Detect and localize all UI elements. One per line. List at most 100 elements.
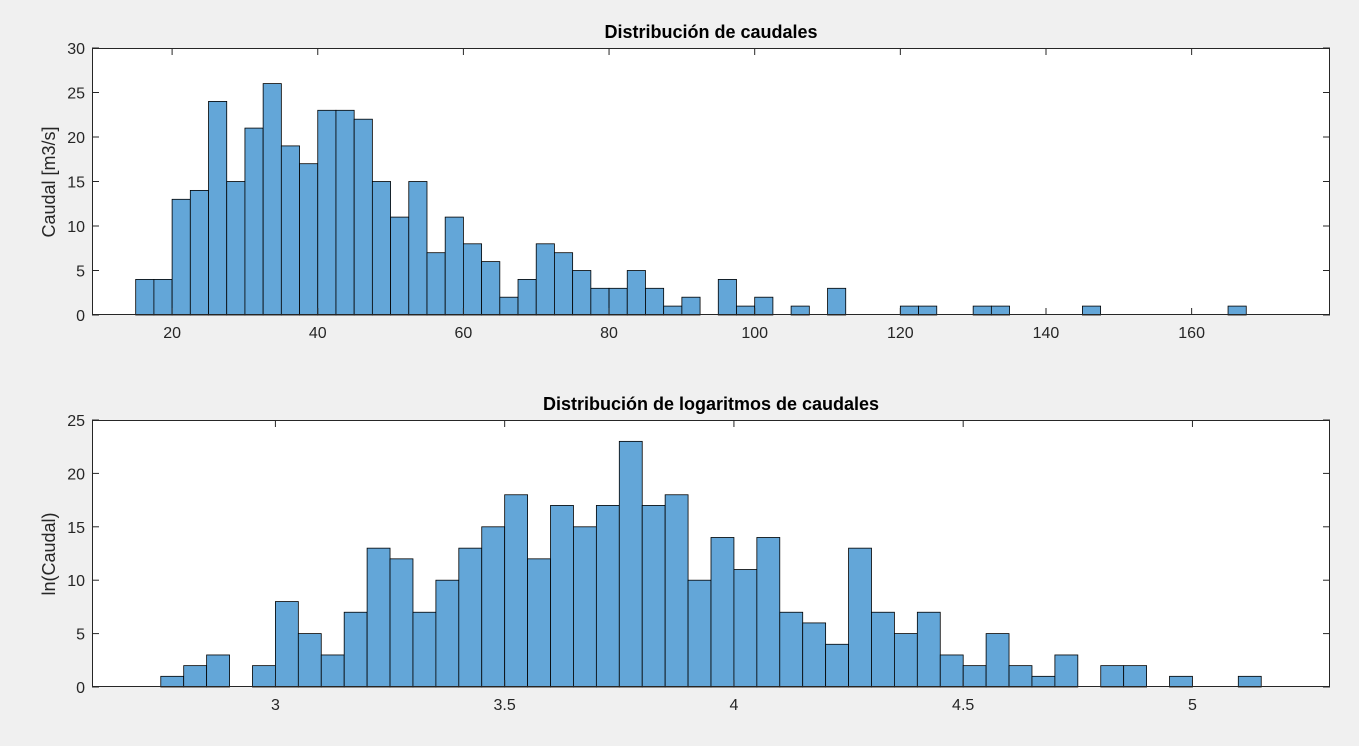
flow-bar-26 <box>608 287 628 316</box>
log-flow-bar-21 <box>664 494 689 688</box>
flow-bar-1 <box>153 278 173 316</box>
log-flow-bar-23 <box>710 537 735 688</box>
log-flow-xtick-label-3: 4.5 <box>952 697 974 714</box>
flow-bar-41 <box>1227 305 1247 316</box>
flow-bar-13 <box>371 181 391 316</box>
flow-bar-3 <box>189 189 209 316</box>
log-flow-bar-36 <box>1008 665 1033 688</box>
log-flow-bar-29 <box>848 547 872 688</box>
flow-bar-0 <box>135 278 155 316</box>
log-flow-histogram-ylabel: ln(Caudal) <box>39 512 59 595</box>
flow-bar-16 <box>426 252 446 316</box>
flow-bar-31 <box>717 278 737 316</box>
log-flow-bar-16 <box>550 505 574 688</box>
log-flow-bar-35 <box>985 633 1010 688</box>
log-flow-xtick-label-1: 3.5 <box>494 697 516 714</box>
flow-bar-32 <box>736 305 756 316</box>
flow-bar-8 <box>280 145 300 316</box>
flow-ytick-label-1: 5 <box>76 264 85 281</box>
log-flow-xtick-label-0: 3 <box>271 697 280 714</box>
flow-histogram-title: Distribución de caudales <box>604 22 817 42</box>
log-flow-bar-17 <box>573 526 597 688</box>
log-flow-bar-11 <box>435 579 460 688</box>
log-flow-bar-18 <box>595 505 620 688</box>
log-flow-ytick-label-2: 10 <box>67 573 85 590</box>
log-flow-bar-1 <box>183 665 208 688</box>
flow-bar-34 <box>790 305 810 316</box>
log-flow-bar-32 <box>916 611 941 688</box>
log-flow-bar-5 <box>297 633 322 688</box>
log-flow-bar-26 <box>779 611 804 688</box>
log-flow-bar-10 <box>412 611 437 688</box>
flow-bar-12 <box>353 118 373 316</box>
log-flow-bar-0 <box>160 675 185 688</box>
log-flow-bar-31 <box>894 633 918 688</box>
log-flow-bar-27 <box>802 622 827 688</box>
log-flow-ytick-label-3: 15 <box>67 520 85 537</box>
log-flow-bar-20 <box>641 505 666 688</box>
log-flow-bar-38 <box>1054 654 1079 688</box>
log-flow-bar-8 <box>366 547 391 688</box>
flow-ytick-label-2: 10 <box>67 219 85 236</box>
log-flow-histogram-axes: Distribución de logaritmos de caudales l… <box>39 394 1330 714</box>
log-flow-bar-34 <box>962 665 987 688</box>
log-flow-bar-39 <box>1100 665 1125 688</box>
flow-bar-33 <box>754 296 774 316</box>
flow-bar-22 <box>535 243 555 316</box>
log-flow-bar-9 <box>389 558 414 688</box>
flow-bar-40 <box>1082 305 1102 316</box>
log-flow-ytick-label-4: 20 <box>67 466 85 483</box>
flow-bar-25 <box>590 287 610 316</box>
flow-bar-21 <box>517 278 537 316</box>
flow-bar-19 <box>481 261 501 316</box>
flow-bar-2 <box>171 198 191 316</box>
flow-bar-15 <box>408 181 428 316</box>
flow-xtick-label-7: 160 <box>1178 325 1205 342</box>
log-flow-bar-6 <box>320 654 345 688</box>
flow-xtick-label-2: 60 <box>455 325 473 342</box>
flow-bar-5 <box>226 181 246 316</box>
log-flow-bar-30 <box>871 611 895 688</box>
log-flow-ytick-label-1: 5 <box>76 627 85 644</box>
flow-bar-30 <box>681 296 701 316</box>
flow-xtick-label-1: 40 <box>309 325 327 342</box>
log-flow-axes-box <box>92 420 1330 687</box>
flow-ytick-label-5: 25 <box>67 86 85 103</box>
flow-bar-36 <box>899 305 919 316</box>
flow-bar-10 <box>317 109 337 316</box>
log-flow-bar-3 <box>252 665 276 688</box>
log-flow-bar-25 <box>756 537 781 688</box>
flow-xtick-label-4: 100 <box>741 325 768 342</box>
flow-bar-28 <box>645 287 665 316</box>
log-flow-bar-28 <box>825 643 849 688</box>
flow-bar-11 <box>335 109 355 316</box>
log-flow-bar-24 <box>733 569 758 688</box>
log-flow-bar-42 <box>1237 675 1262 688</box>
log-flow-bar-33 <box>939 654 964 688</box>
flow-bar-7 <box>262 83 282 316</box>
flow-bar-29 <box>663 305 683 316</box>
log-flow-bar-7 <box>343 611 368 688</box>
flow-xtick-label-6: 140 <box>1033 325 1060 342</box>
flow-histogram-axes: Distribución de caudales Caudal [m3/s] 2… <box>39 22 1330 342</box>
log-flow-histogram-title: Distribución de logaritmos de caudales <box>543 394 879 414</box>
flow-bar-24 <box>572 270 592 316</box>
log-flow-bar-19 <box>618 440 643 688</box>
log-flow-bar-4 <box>275 601 299 688</box>
log-flow-bar-14 <box>504 494 529 688</box>
flow-ytick-label-0: 0 <box>76 308 85 325</box>
log-flow-ytick-label-5: 25 <box>67 413 85 430</box>
flow-bar-23 <box>554 252 574 316</box>
flow-ytick-label-3: 15 <box>67 175 85 192</box>
flow-bar-6 <box>244 127 264 316</box>
flow-bar-14 <box>390 216 410 316</box>
flow-bar-39 <box>990 305 1010 316</box>
log-flow-xtick-label-4: 5 <box>1188 697 1197 714</box>
flow-xtick-label-3: 80 <box>600 325 618 342</box>
flow-bar-38 <box>972 305 992 316</box>
log-flow-bar-37 <box>1031 675 1056 688</box>
log-flow-bar-12 <box>458 547 483 688</box>
log-flow-bar-22 <box>687 579 712 688</box>
log-flow-bar-40 <box>1123 665 1148 688</box>
